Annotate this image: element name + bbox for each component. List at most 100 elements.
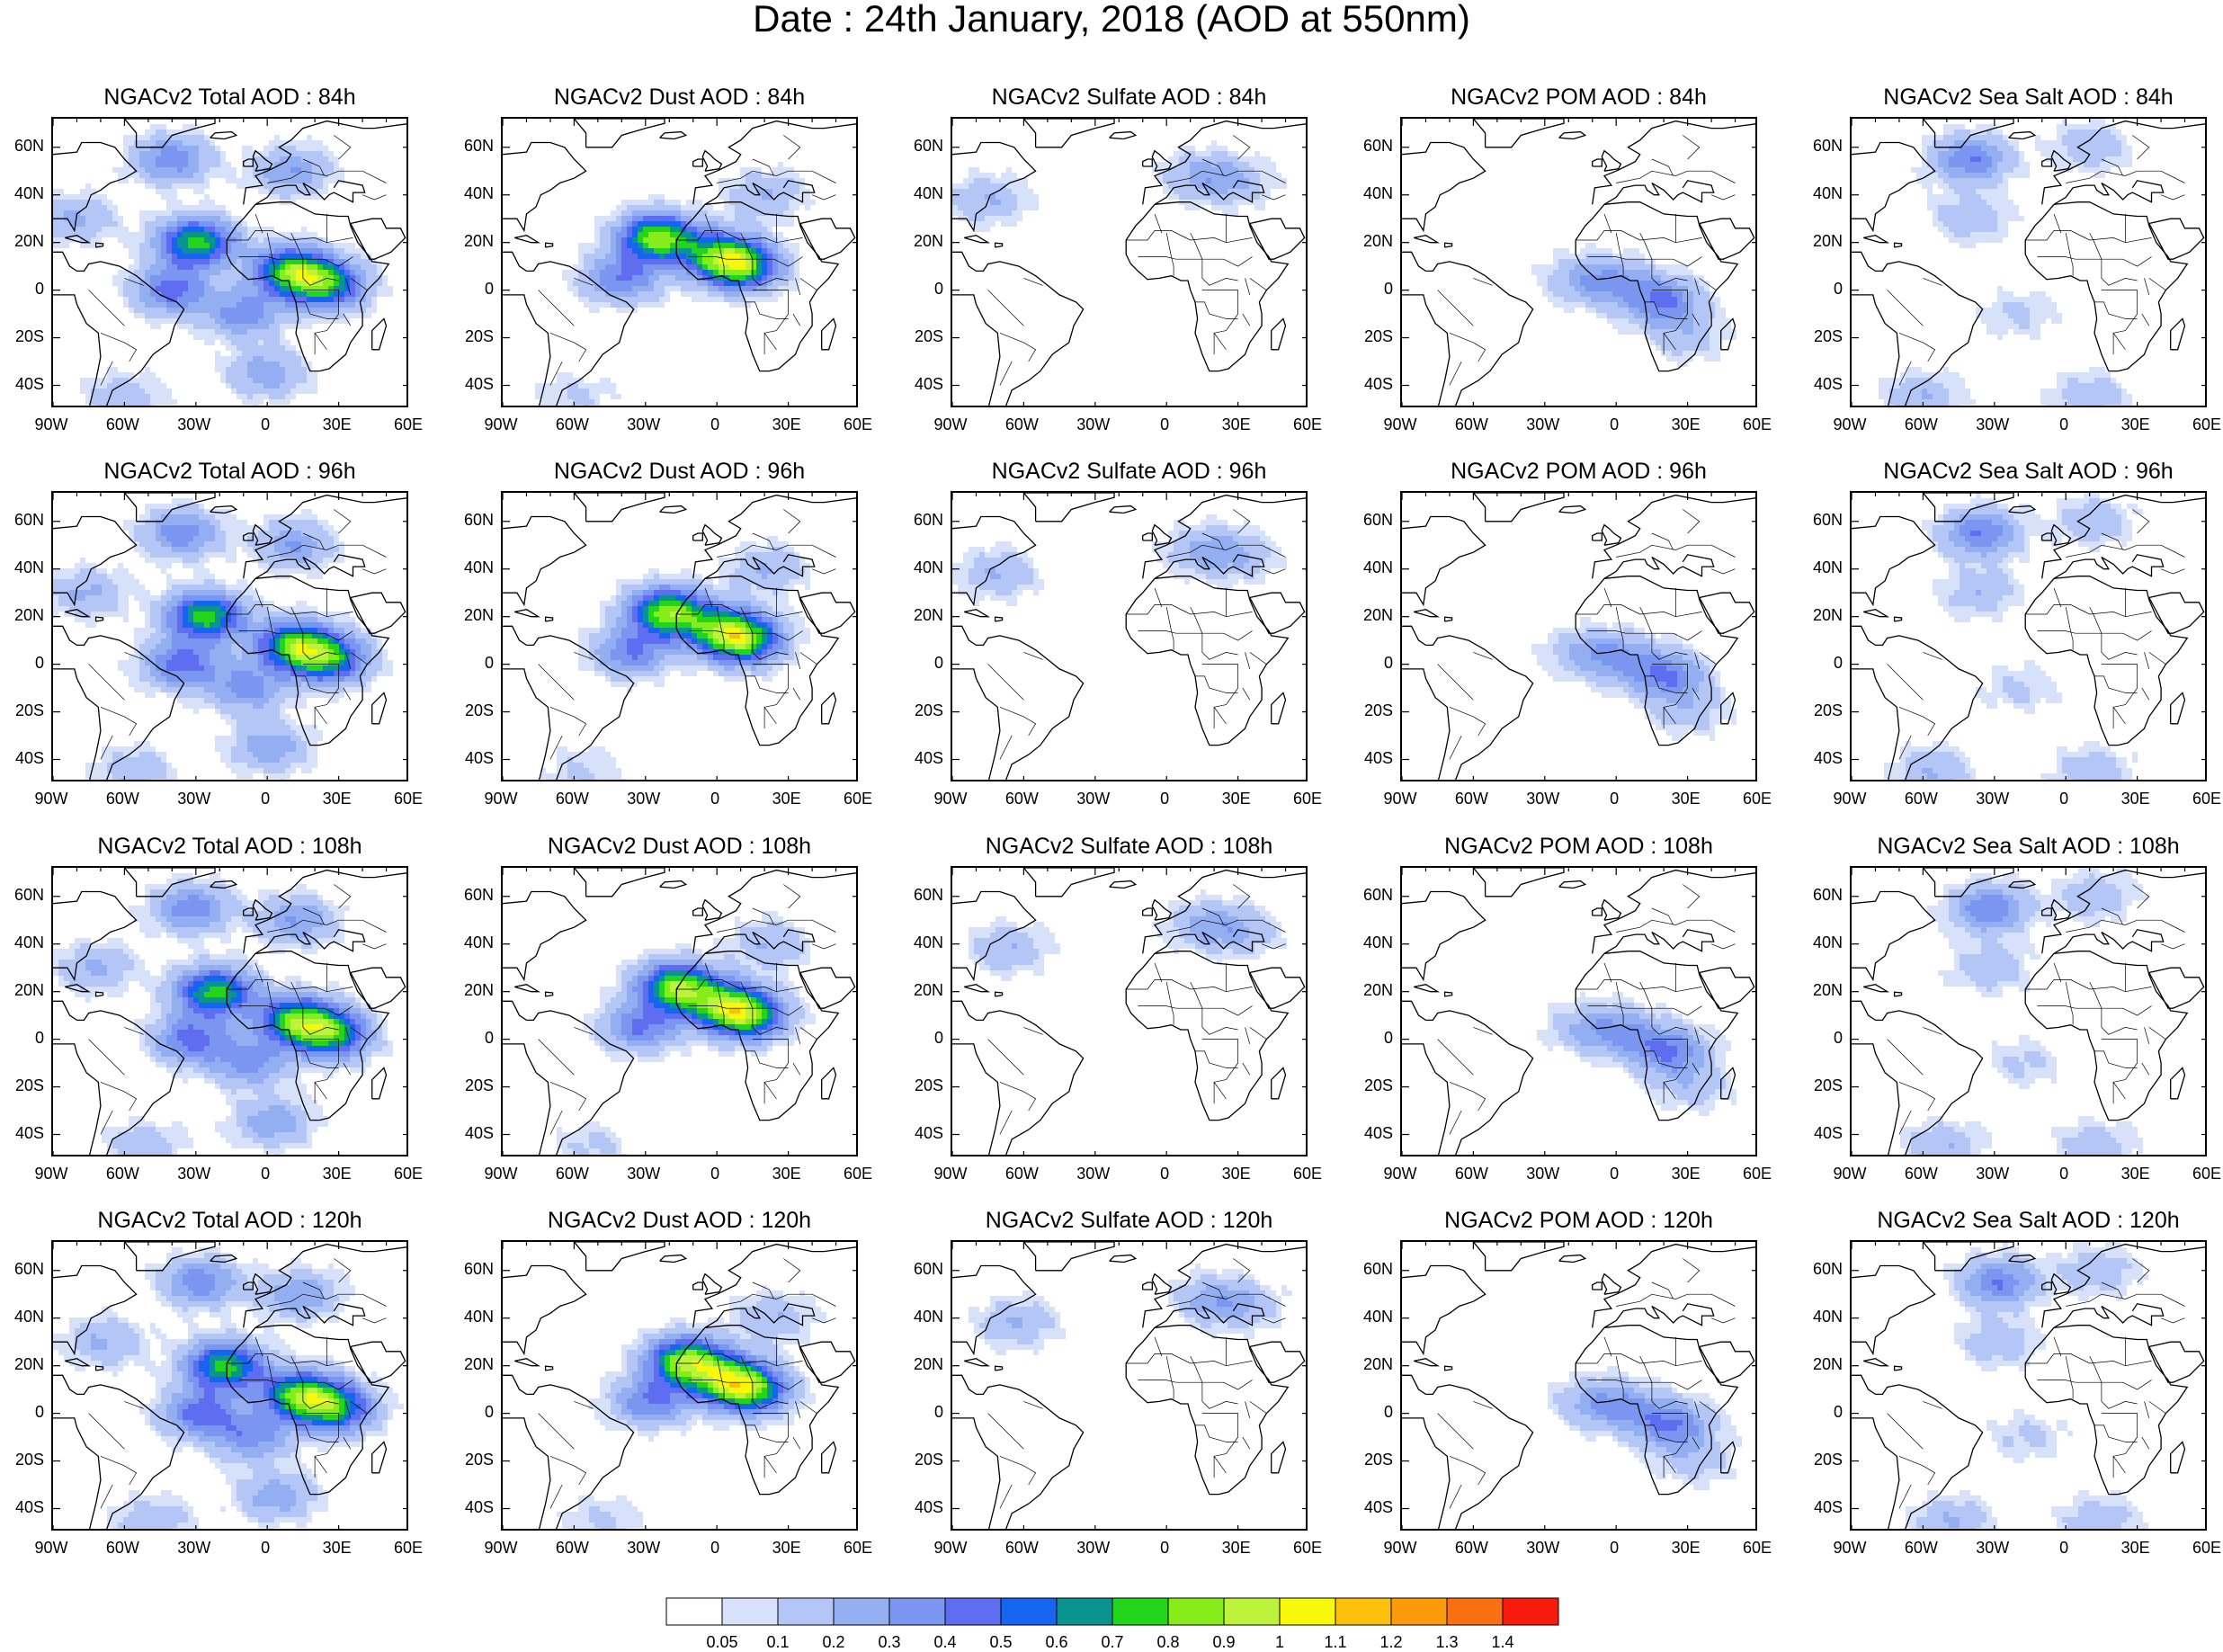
coastline	[800, 968, 855, 1008]
lat-label: 20S	[1799, 702, 1843, 719]
lat-label: 40S	[1799, 750, 1843, 766]
coastline	[1143, 533, 1153, 540]
country-border	[1138, 1380, 1252, 1390]
lon-label: 60E	[1730, 790, 1784, 807]
lat-label: 0	[451, 1404, 494, 1420]
coastline	[702, 525, 721, 546]
coastline	[546, 992, 553, 996]
country-border	[1202, 290, 1238, 350]
coastline	[546, 243, 553, 247]
lon-label: 0	[688, 790, 742, 807]
lat-label: 60N	[900, 512, 943, 528]
map-panel-dust-1	[501, 491, 858, 781]
country-border	[2149, 652, 2166, 664]
lon-label: 0	[238, 790, 292, 807]
lon-label: 90W	[474, 416, 528, 433]
country-border	[1243, 314, 1250, 326]
lat-label: 60N	[900, 887, 943, 903]
panel-title-sulfate-1: NGACv2 Sulfate AOD : 96h	[906, 459, 1353, 484]
lon-label: 30E	[2109, 1165, 2163, 1182]
coastline	[53, 295, 101, 407]
country-border	[1166, 982, 1174, 1025]
coastline	[952, 1375, 1084, 1531]
coastline	[1402, 1266, 1486, 1354]
country-border	[2025, 604, 2151, 616]
lon-label: 60E	[1281, 1540, 1335, 1556]
lon-label: 0	[2037, 1540, 2091, 1556]
lon-label: 30E	[2109, 790, 2163, 807]
country-border	[1000, 736, 1012, 760]
lat-label: 40N	[1350, 1308, 1393, 1325]
country-border	[2037, 257, 2151, 267]
lat-label: 60N	[1799, 887, 1843, 903]
aod-map-svg	[952, 868, 1308, 1156]
lat-label: 20N	[1799, 607, 1843, 623]
lat-label: 40N	[1, 185, 44, 201]
country-border	[1711, 1318, 1735, 1323]
coastline	[1593, 871, 1757, 954]
lat-label: 20S	[900, 1077, 943, 1094]
lon-label: 30W	[1966, 790, 2020, 807]
panel-title-dust-1: NGACv2 Dust AOD : 96h	[456, 459, 903, 484]
coastline	[1602, 151, 1620, 172]
aod-field	[952, 140, 1287, 232]
coastline	[1895, 992, 1902, 996]
lon-label: 90W	[924, 1165, 978, 1182]
colorbar-swatch	[1001, 1598, 1057, 1625]
coastline	[1143, 908, 1153, 915]
country-border	[988, 290, 1024, 326]
coastline	[503, 669, 550, 781]
coastline	[964, 1359, 988, 1366]
lat-label: 20N	[900, 982, 943, 998]
lon-label: 30E	[1659, 790, 1713, 807]
lon-label: 0	[1587, 790, 1641, 807]
coastline	[1402, 1418, 1450, 1531]
coastline	[1402, 143, 1486, 231]
lat-label: 0	[1350, 1030, 1393, 1046]
coastline	[822, 692, 836, 723]
lat-label: 0	[1799, 655, 1843, 671]
lat-label: 20S	[451, 1077, 494, 1094]
coastline	[1110, 1255, 1136, 1263]
country-border	[2037, 631, 2151, 641]
coastline	[660, 1255, 686, 1263]
lat-label: 60N	[900, 1261, 943, 1277]
coastline	[1023, 1242, 1114, 1271]
colorbar-swatch	[1447, 1598, 1503, 1625]
coastline	[53, 669, 101, 781]
coastline	[1402, 1375, 1533, 1531]
coastline	[2149, 1342, 2204, 1382]
coastline	[1414, 610, 1438, 617]
lon-label: 90W	[1373, 790, 1427, 807]
lon-label: 60E	[2180, 1540, 2223, 1556]
lat-label: 0	[1350, 1404, 1393, 1420]
country-border	[2102, 1040, 2138, 1099]
aod-map-svg	[952, 119, 1308, 407]
lat-label: 20S	[1799, 328, 1843, 344]
coastline	[1852, 295, 1899, 407]
coastline	[822, 1442, 836, 1472]
country-border	[793, 314, 800, 326]
lat-label: 40S	[451, 1499, 494, 1515]
coastline	[1593, 496, 1757, 579]
country-border	[550, 333, 586, 362]
country-border	[334, 136, 351, 160]
aod-map-svg	[53, 868, 408, 1156]
lat-label: 40S	[1350, 750, 1393, 766]
coastline	[1559, 881, 1585, 889]
coastline	[702, 151, 721, 172]
country-border	[812, 569, 835, 574]
country-border	[783, 885, 800, 909]
coastline	[1250, 1342, 1305, 1382]
coastline	[1602, 900, 1620, 921]
country-border	[2102, 665, 2138, 724]
country-border	[1604, 214, 1611, 233]
country-border	[1000, 1082, 1036, 1111]
country-border	[1138, 257, 1252, 267]
country-border	[362, 944, 386, 949]
coastline	[693, 533, 703, 540]
aod-field	[1884, 493, 2143, 781]
map-panel-sulfate-3	[951, 1240, 1308, 1531]
lat-label: 20N	[451, 1356, 494, 1372]
map-panel-pom-3	[1400, 1240, 1757, 1531]
